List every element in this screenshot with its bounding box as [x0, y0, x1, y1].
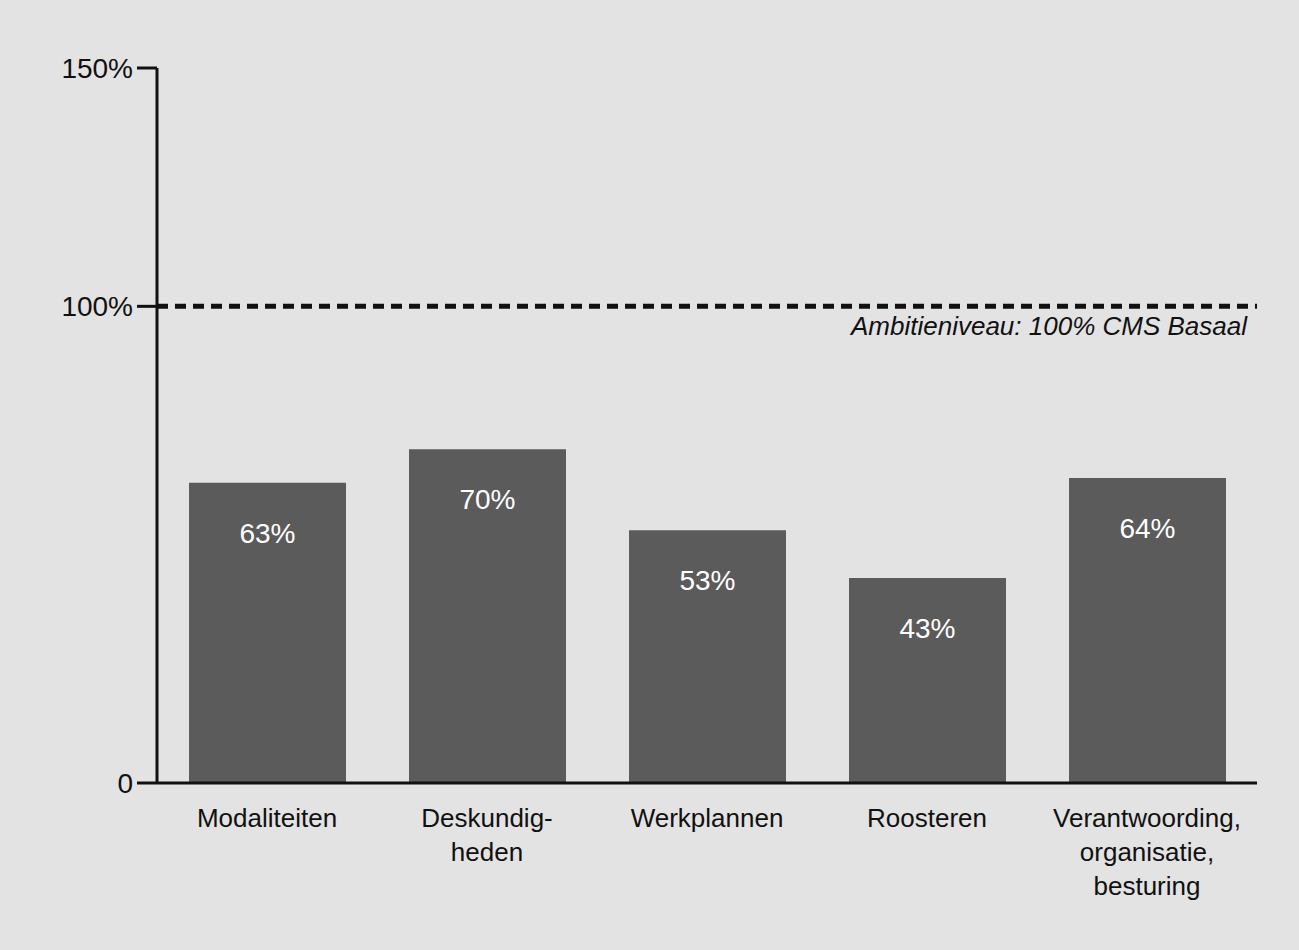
svg-text:Modaliteiten: Modaliteiten [197, 803, 337, 833]
svg-text:64%: 64% [1119, 513, 1175, 544]
svg-text:0: 0 [117, 768, 133, 799]
svg-text:63%: 63% [239, 518, 295, 549]
svg-text:53%: 53% [679, 565, 735, 596]
svg-text:Ambitieniveau: 100% CMS Basaal: Ambitieniveau: 100% CMS Basaal [849, 311, 1248, 341]
svg-text:70%: 70% [459, 484, 515, 515]
svg-text:Deskundig-heden: Deskundig-heden [421, 803, 553, 867]
svg-text:Werkplannen: Werkplannen [631, 803, 784, 833]
svg-text:43%: 43% [899, 613, 955, 644]
svg-text:150%: 150% [61, 53, 133, 84]
svg-text:Verantwoording,organisatie,bes: Verantwoording,organisatie,besturing [1053, 803, 1241, 901]
svg-text:Roosteren: Roosteren [867, 803, 987, 833]
svg-text:100%: 100% [61, 291, 133, 322]
